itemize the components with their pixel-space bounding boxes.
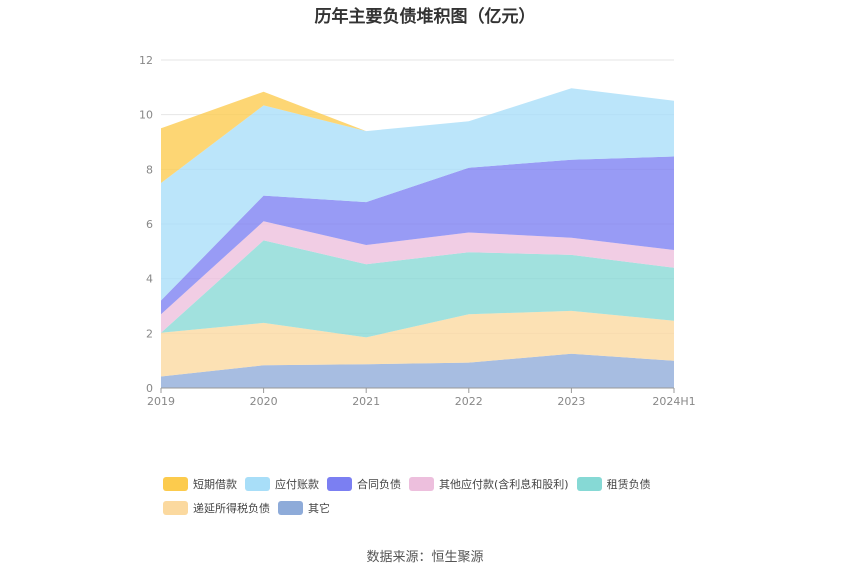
area-series-租赁负债	[161, 240, 674, 338]
legend-item[interactable]: 租赁负债	[576, 476, 651, 492]
legend-item[interactable]: 递延所得税负债	[163, 500, 270, 516]
chart-title: 历年主要负债堆积图（亿元）	[314, 7, 536, 27]
legend-item[interactable]: 其他应付款(含利息和股利)	[409, 476, 569, 492]
y-tick-label: 4	[146, 273, 153, 286]
legend-swatch	[163, 477, 188, 491]
legend-label: 短期借款	[193, 478, 237, 491]
area-series-合同负债	[161, 156, 674, 315]
legend-row: 短期借款 应付账款 合同负债 其他应付款(含利息和股利) 租赁负债	[163, 472, 723, 496]
legend-swatch	[576, 477, 602, 491]
area-series-应付账款	[161, 88, 674, 301]
legend-label: 租赁负债	[606, 478, 651, 491]
x-tick-label: 2024H1	[652, 395, 695, 408]
legend-item[interactable]: 短期借款	[163, 476, 237, 492]
legend-label: 其它	[308, 502, 330, 515]
y-tick-label: 2	[146, 327, 153, 340]
legend-label: 应付账款	[275, 478, 319, 491]
y-tick-label: 8	[146, 163, 153, 176]
legend-label: 递延所得税负债	[193, 502, 270, 515]
legend-label: 其他应付款(含利息和股利)	[439, 478, 569, 491]
y-tick-label: 10	[139, 109, 153, 122]
x-tick-label: 2020	[250, 395, 278, 408]
y-tick-label: 6	[146, 218, 153, 231]
area-series-递延所得税负债	[161, 310, 674, 377]
legend: 短期借款 应付账款 合同负债 其他应付款(含利息和股利) 租赁负债 递延所得税负债 其它	[163, 472, 723, 520]
x-tick-label: 2023	[557, 395, 585, 408]
x-tick-label: 2019	[147, 395, 175, 408]
area-series	[161, 88, 674, 388]
area-series-其他应付款(含利息和股利)	[161, 221, 674, 333]
legend-item[interactable]: 应付账款	[245, 476, 319, 492]
area-series-其它	[161, 353, 674, 388]
x-tick-label: 2022	[455, 395, 483, 408]
legend-swatch	[278, 501, 303, 515]
stacked-area-chart: 0 2 4 6 8 10 12 2019 2020 2021 2022 2023 2024H1	[139, 54, 696, 408]
y-tick-label: 0	[146, 382, 153, 395]
legend-label: 合同负债	[357, 478, 401, 491]
legend-swatch	[409, 477, 434, 491]
data-source: 数据来源：恒生聚源	[366, 550, 484, 565]
x-tick-label: 2021	[352, 395, 380, 408]
legend-item[interactable]: 其它	[278, 500, 330, 516]
legend-swatch	[245, 477, 270, 491]
y-tick-label: 12	[139, 54, 153, 67]
legend-swatch	[163, 501, 188, 515]
legend-row: 递延所得税负债 其它	[163, 496, 723, 520]
axes: 0 2 4 6 8 10 12 2019 2020 2021 2022 2023 2024H1	[139, 54, 696, 408]
legend-swatch	[327, 477, 352, 491]
legend-item[interactable]: 合同负债	[327, 476, 401, 492]
